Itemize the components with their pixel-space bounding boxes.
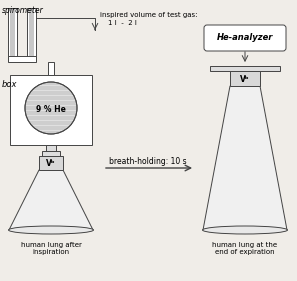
Text: inspired volume of test gas:: inspired volume of test gas: [100,12,198,18]
Bar [46,145,56,151]
Ellipse shape [203,226,287,234]
Bar [48,62,54,75]
Bar [8,56,36,62]
FancyBboxPatch shape [204,25,286,51]
Text: box: box [2,80,18,89]
Bar [230,71,260,86]
Text: 9 % He: 9 % He [36,105,66,114]
Text: spirometer: spirometer [2,6,44,15]
Polygon shape [203,86,287,230]
Text: He-analyzer: He-analyzer [217,33,273,42]
Text: end of expiration: end of expiration [215,249,275,255]
Text: human lung at the: human lung at the [212,242,278,248]
Bar [29,9,34,59]
Text: 1 l  -  2 l: 1 l - 2 l [108,20,137,26]
Bar [10,75,92,145]
Bar [27,8,36,60]
Bar [210,66,280,71]
Polygon shape [9,170,93,230]
Bar [39,156,63,170]
Text: breath-holding: 10 s: breath-holding: 10 s [109,157,187,166]
Bar [42,151,60,156]
Text: human lung after: human lung after [20,242,81,248]
Bar [8,8,17,60]
Ellipse shape [9,226,94,234]
Bar [10,9,15,59]
Circle shape [25,82,77,134]
Text: Vᵇ: Vᵇ [240,74,250,83]
Text: Vᵇ: Vᵇ [46,160,56,169]
Text: inspiration: inspiration [32,249,69,255]
